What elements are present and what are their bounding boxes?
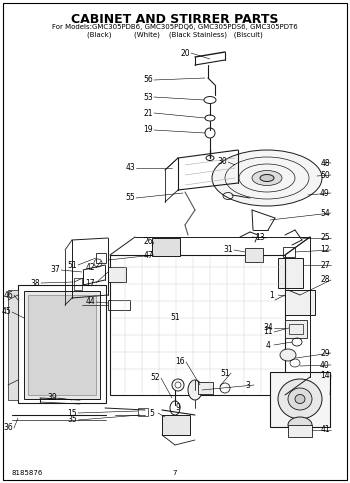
Text: 3: 3 <box>246 381 251 389</box>
Text: 43: 43 <box>125 164 135 172</box>
Text: 12: 12 <box>320 245 330 255</box>
Text: 31: 31 <box>223 245 233 255</box>
Text: 54: 54 <box>320 209 330 217</box>
Text: 48: 48 <box>320 158 330 168</box>
Text: 4: 4 <box>266 341 271 350</box>
Bar <box>74 278 82 290</box>
Text: 17: 17 <box>85 279 95 287</box>
Ellipse shape <box>295 395 305 403</box>
Text: 11: 11 <box>263 327 273 337</box>
Text: 39: 39 <box>47 394 57 402</box>
Text: 40: 40 <box>320 360 330 369</box>
Text: For Models:GMC305PDB6, GMC305PDQ6, GMC305PDS6, GMC305PDT6: For Models:GMC305PDB6, GMC305PDQ6, GMC30… <box>52 24 298 30</box>
Text: CABINET AND STIRRER PARTS: CABINET AND STIRRER PARTS <box>71 13 279 26</box>
Bar <box>108 267 126 282</box>
Bar <box>162 415 190 435</box>
Bar <box>8 290 18 400</box>
Ellipse shape <box>288 388 312 410</box>
Text: 55: 55 <box>125 194 135 202</box>
Text: 50: 50 <box>320 170 330 180</box>
Bar <box>18 285 106 403</box>
Bar <box>245 248 263 262</box>
Text: 44: 44 <box>85 298 95 307</box>
Text: 1: 1 <box>270 290 274 299</box>
Text: 45: 45 <box>1 308 11 316</box>
Text: 37: 37 <box>50 266 60 274</box>
Bar <box>198 382 213 394</box>
Bar <box>285 290 315 315</box>
Bar <box>283 247 295 257</box>
Text: 26: 26 <box>143 238 153 246</box>
Bar <box>96 253 106 263</box>
Text: 8185876: 8185876 <box>12 470 43 476</box>
Ellipse shape <box>280 349 296 361</box>
Bar <box>152 238 180 256</box>
Text: 20: 20 <box>180 48 190 57</box>
Text: 5: 5 <box>149 409 154 417</box>
Bar <box>138 408 148 416</box>
Text: 30: 30 <box>217 157 227 167</box>
Text: 51: 51 <box>67 260 77 270</box>
Text: (Black)          (White)    (Black Stainless)   (Biscuit): (Black) (White) (Black Stainless) (Biscu… <box>87 31 263 38</box>
Bar <box>289 324 303 334</box>
Text: 47: 47 <box>143 251 153 259</box>
Text: 21: 21 <box>143 109 153 117</box>
Text: 15: 15 <box>67 409 77 417</box>
Ellipse shape <box>212 150 322 206</box>
Text: 46: 46 <box>3 290 13 299</box>
Bar <box>24 291 100 399</box>
Text: 52: 52 <box>150 373 160 383</box>
Text: 16: 16 <box>175 357 185 367</box>
Text: 36: 36 <box>3 424 13 432</box>
Text: 28: 28 <box>320 275 330 284</box>
Text: 13: 13 <box>255 233 265 242</box>
Ellipse shape <box>278 379 322 419</box>
Ellipse shape <box>260 174 274 182</box>
Text: 7: 7 <box>173 470 177 476</box>
Text: 51: 51 <box>220 369 230 378</box>
Bar <box>288 425 312 437</box>
Text: 19: 19 <box>143 126 153 134</box>
Bar <box>278 258 303 288</box>
Bar <box>270 372 330 427</box>
Text: 35: 35 <box>67 415 77 425</box>
Ellipse shape <box>188 380 202 400</box>
Text: 29: 29 <box>320 349 330 357</box>
Text: 56: 56 <box>143 75 153 85</box>
Text: 51: 51 <box>170 313 180 322</box>
Text: 34: 34 <box>263 324 273 332</box>
Ellipse shape <box>288 417 312 433</box>
Bar <box>28 295 96 395</box>
Text: 53: 53 <box>143 93 153 101</box>
Text: 49: 49 <box>320 188 330 198</box>
Bar <box>110 255 285 395</box>
Text: 41: 41 <box>320 426 330 435</box>
Text: 42: 42 <box>85 264 95 272</box>
Ellipse shape <box>252 170 282 185</box>
Text: 25: 25 <box>320 233 330 242</box>
Bar <box>285 320 307 338</box>
Text: 38: 38 <box>30 279 40 287</box>
Bar <box>108 300 130 310</box>
Text: 14: 14 <box>320 370 330 380</box>
Bar <box>290 293 300 301</box>
Text: 9: 9 <box>176 403 181 412</box>
Text: 27: 27 <box>320 260 330 270</box>
